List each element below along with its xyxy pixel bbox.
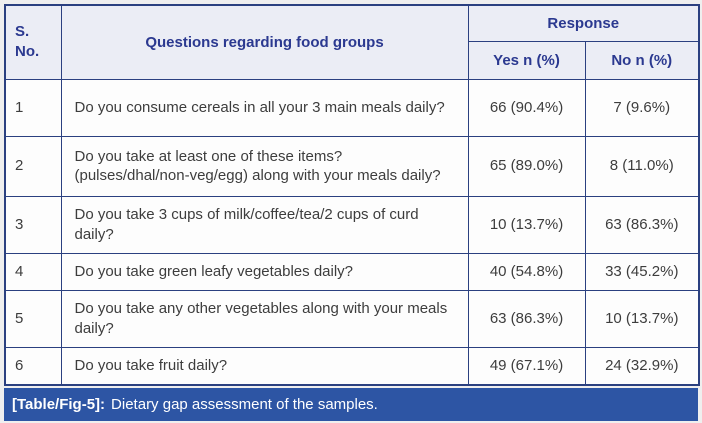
row-question: Do you consume cereals in all your 3 mai… bbox=[60, 78, 469, 137]
row-serial-number: 4 bbox=[4, 252, 62, 291]
table-row: 1 Do you consume cereals in all your 3 m… bbox=[4, 78, 700, 137]
row-yes-value: 63 (86.3%) bbox=[467, 289, 586, 348]
row-no-value: 33 (45.2%) bbox=[584, 252, 700, 291]
header-serial-number: S. No. bbox=[4, 4, 62, 80]
row-question: Do you take fruit daily? bbox=[60, 346, 469, 386]
table-caption-bar: [Table/Fig-5]: Dietary gap assessment of… bbox=[4, 388, 698, 421]
row-serial-number: 3 bbox=[4, 195, 62, 254]
row-serial-number: 2 bbox=[4, 135, 62, 197]
row-yes-value: 40 (54.8%) bbox=[467, 252, 586, 291]
header-no: No n (%) bbox=[584, 40, 700, 80]
row-serial-number: 6 bbox=[4, 346, 62, 386]
row-question: Do you take any other vegetables along w… bbox=[60, 289, 469, 348]
row-serial-number: 1 bbox=[4, 78, 62, 137]
row-question: Do you take green leafy vegetables daily… bbox=[60, 252, 469, 291]
row-no-value: 63 (86.3%) bbox=[584, 195, 700, 254]
header-row-top: S. No. Questions regarding food groups R… bbox=[4, 4, 700, 80]
table-row: 2 Do you take at least one of these item… bbox=[4, 135, 700, 197]
row-yes-value: 10 (13.7%) bbox=[467, 195, 586, 254]
header-response: Response bbox=[467, 4, 700, 42]
row-no-value: 10 (13.7%) bbox=[584, 289, 700, 348]
row-yes-value: 65 (89.0%) bbox=[467, 135, 586, 197]
table-row: 4 Do you take green leafy vegetables dai… bbox=[4, 252, 700, 291]
row-serial-number: 5 bbox=[4, 289, 62, 348]
header-questions: Questions regarding food groups bbox=[60, 4, 469, 80]
row-no-value: 24 (32.9%) bbox=[584, 346, 700, 386]
table-row: 3 Do you take 3 cups of milk/coffee/tea/… bbox=[4, 195, 700, 254]
row-question: Do you take 3 cups of milk/coffee/tea/2 … bbox=[60, 195, 469, 254]
row-yes-value: 66 (90.4%) bbox=[467, 78, 586, 137]
row-no-value: 8 (11.0%) bbox=[584, 135, 700, 197]
row-no-value: 7 (9.6%) bbox=[584, 78, 700, 137]
row-question: Do you take at least one of these items?… bbox=[60, 135, 469, 197]
header-yes: Yes n (%) bbox=[467, 40, 586, 80]
table-row: 6 Do you take fruit daily? 49 (67.1%) 24… bbox=[4, 346, 700, 386]
header-row-sub: Yes n (%) No n (%) bbox=[5, 40, 700, 80]
table-caption-label: [Table/Fig-5]: bbox=[12, 396, 106, 413]
row-yes-value: 49 (67.1%) bbox=[467, 346, 586, 386]
dietary-gap-table: S. No. Questions regarding food groups R… bbox=[4, 4, 701, 386]
table-row: 5 Do you take any other vegetables along… bbox=[4, 289, 700, 348]
table-caption-text: Dietary gap assessment of the samples. bbox=[111, 396, 378, 413]
